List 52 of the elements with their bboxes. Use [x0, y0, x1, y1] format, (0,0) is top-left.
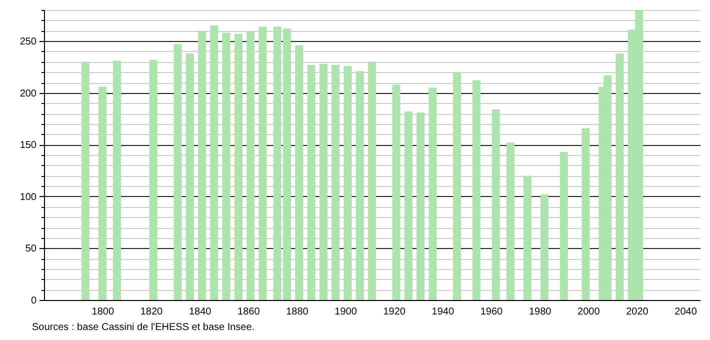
bar [356, 71, 364, 300]
bar [174, 44, 182, 300]
bar [368, 62, 376, 300]
bar [344, 66, 352, 300]
y-tick-label: 200 [20, 88, 37, 100]
bar [198, 30, 206, 300]
bar [416, 112, 425, 300]
bar [523, 176, 532, 300]
bar [319, 64, 328, 300]
x-tick-label: 2040 [674, 306, 698, 318]
x-tick-label: 1940 [432, 306, 454, 318]
bar [234, 34, 242, 300]
bar [428, 88, 437, 300]
bar [186, 54, 194, 300]
bar [98, 86, 106, 300]
bar [332, 64, 340, 300]
bar [307, 64, 316, 300]
bar [616, 54, 624, 300]
bar [149, 60, 158, 300]
x-tick-label: 2020 [626, 306, 649, 318]
y-tick-label: 150 [20, 140, 37, 152]
bar [582, 128, 590, 300]
y-tick-label: 100 [20, 192, 37, 203]
x-tick-label: 1880 [286, 306, 309, 318]
source-note: Sources : base Cassini de l'EHESS et base Insee. [32, 322, 255, 333]
bar [404, 112, 412, 300]
y-tick-label: 0 [30, 296, 37, 306]
x-tick-label: 1860 [238, 306, 260, 318]
x-tick-label: 1900 [334, 306, 358, 318]
x-tick-label: 1840 [188, 306, 212, 318]
x-tick-label: 1920 [383, 306, 406, 318]
bar [113, 60, 121, 300]
bar [506, 142, 514, 300]
x-tick-label: 1960 [480, 306, 504, 318]
bar [472, 80, 480, 300]
bar [81, 62, 90, 300]
x-tick-label: 1820 [140, 306, 164, 318]
bar [492, 109, 500, 300]
bar [392, 84, 400, 300]
y-tick-label: 250 [20, 36, 37, 48]
bar [246, 32, 255, 300]
x-tick-label: 1800 [92, 306, 114, 318]
x-tick-label: 2000 [578, 306, 600, 318]
bar [540, 194, 548, 300]
bar [222, 32, 230, 300]
x-tick-label: 1980 [528, 306, 552, 318]
y-tick-label: 50 [25, 244, 37, 255]
bar [295, 45, 304, 300]
bar [453, 72, 461, 300]
bar [210, 26, 218, 300]
bar [258, 26, 267, 300]
bar [560, 152, 568, 300]
